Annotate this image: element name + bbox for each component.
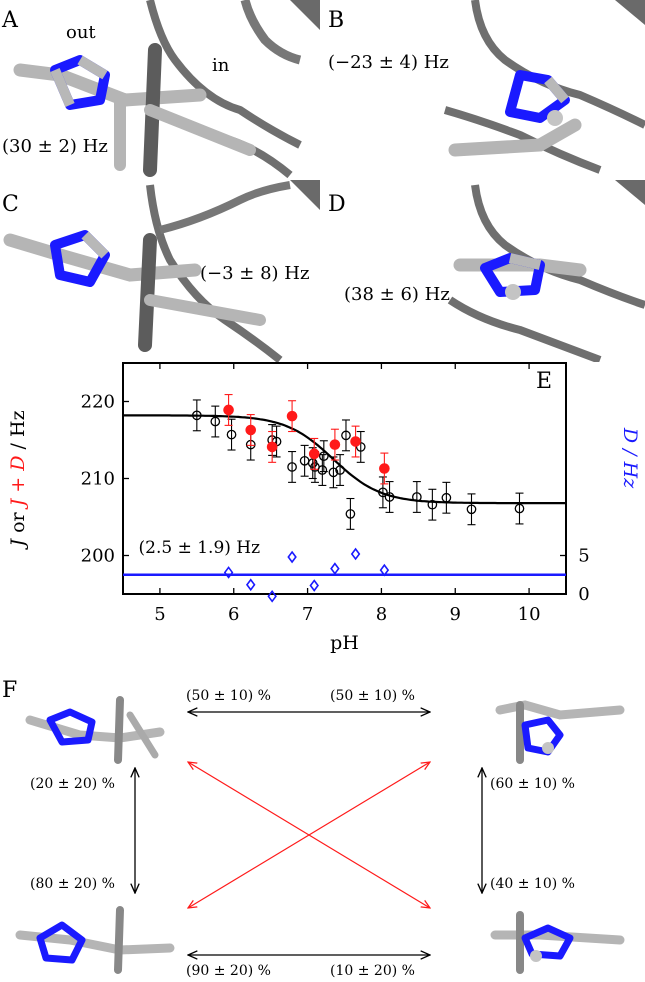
x-tick-label: 7 — [302, 604, 313, 625]
plot-frame — [122, 362, 567, 595]
j-point — [226, 429, 237, 440]
d-point — [287, 550, 297, 564]
x-tick-label: 8 — [376, 604, 387, 625]
j-point — [191, 410, 202, 421]
panel-c-structure — [3, 180, 320, 362]
left-top-percent: (20 ± 20) % — [30, 776, 115, 792]
x-tick-label: 6 — [228, 604, 239, 625]
bottom-right-percent: (10 ± 20) % — [330, 963, 415, 979]
j-point — [441, 492, 452, 503]
j-point — [384, 492, 395, 502]
j-plus-d-point — [245, 424, 257, 436]
j-point — [317, 465, 328, 475]
j-point — [355, 442, 366, 452]
y-tick-label: 200 — [81, 546, 115, 567]
j-point — [335, 465, 345, 475]
d-point — [350, 547, 361, 561]
panel-d-letter: D — [328, 192, 346, 217]
d-point — [309, 579, 319, 592]
j-point — [341, 430, 351, 441]
left-bottom-percent: (80 ± 20) % — [30, 876, 115, 892]
y-right-tick-label: 0 — [578, 584, 589, 605]
d-point — [223, 566, 234, 579]
j-point — [318, 451, 329, 462]
panel-c-letter: C — [2, 192, 19, 217]
right-bottom-percent: (40 ± 10) % — [490, 876, 575, 892]
j-plus-d-point — [350, 436, 361, 447]
panel-b-structure — [443, 0, 645, 174]
x-axis-label: pH — [330, 632, 359, 654]
panel-c-coupling: (−3 ± 8) Hz — [200, 263, 310, 284]
j-point — [412, 492, 422, 502]
j-point — [287, 462, 297, 472]
top-right-percent: (50 ± 10) % — [330, 688, 415, 704]
structure-panels — [3, 0, 645, 362]
conformer-d-thumbnail — [490, 911, 625, 974]
transition-diagram — [15, 696, 625, 974]
j-plus-d-point — [223, 404, 234, 416]
d-point — [379, 563, 390, 577]
panel-a-structure — [13, 0, 320, 179]
panel-a-letter: A — [2, 8, 18, 33]
j-point — [427, 499, 438, 510]
annotation-text: (2.5 ± 1.9) Hz — [139, 538, 261, 558]
y-tick-label: 210 — [81, 469, 115, 490]
panel-f-letter: F — [2, 678, 18, 703]
j-point — [466, 504, 477, 515]
panel-d-structure — [447, 180, 645, 362]
y-axis-label-left: J or J + D / Hz — [7, 410, 29, 550]
j-point — [210, 416, 221, 427]
d-point — [245, 578, 256, 592]
y-right-tick-label: 5 — [578, 546, 589, 567]
panel-a-coupling: (30 ± 2) Hz — [2, 136, 108, 157]
panel-a-out-label: out — [66, 22, 96, 43]
x-tick-label: 10 — [518, 604, 541, 625]
j-point — [345, 509, 356, 519]
panel-b-coupling: (−23 ± 4) Hz — [328, 52, 449, 73]
panel-b-letter: B — [328, 8, 345, 33]
top-left-percent: (50 ± 10) % — [186, 688, 271, 704]
beta-strand-arrow — [290, 0, 320, 30]
x-tick-label: 5 — [154, 604, 165, 625]
right-top-percent: (60 ± 10) % — [490, 776, 575, 792]
fit-curve — [123, 414, 566, 505]
panel-e-letter: E — [536, 369, 552, 394]
y-axis-label-right: D / Hz — [619, 427, 641, 489]
conformer-out-thumbnail — [25, 696, 165, 764]
j-plus-d-point — [329, 439, 341, 450]
j-point — [514, 503, 525, 514]
j-plus-d-point — [286, 410, 298, 422]
panel-a-in-label: in — [212, 55, 230, 76]
diagonal-arrow-2 — [188, 762, 430, 908]
d-point — [267, 589, 277, 603]
ph-titration-chart: 5 6 7 8 9 10 200 210 220 0 5 E (2.5 ± 1.9) Hz pH J… — [7, 362, 641, 654]
j-point — [378, 487, 388, 498]
j-plus-d-point — [308, 448, 320, 460]
panel-d-coupling: (38 ± 6) Hz — [344, 284, 450, 305]
j-point — [328, 467, 339, 478]
protein-ribbon — [146, 0, 302, 149]
d-point — [330, 562, 340, 575]
bottom-left-percent: (90 ± 20) % — [186, 963, 271, 979]
x-tick-label: 9 — [450, 604, 461, 625]
conformer-c-thumbnail — [15, 906, 175, 974]
y-tick-label: 220 — [81, 392, 115, 413]
conformer-b-thumbnail — [495, 700, 625, 764]
j-plus-d-point — [266, 441, 278, 453]
j-plus-d-point — [379, 463, 390, 474]
